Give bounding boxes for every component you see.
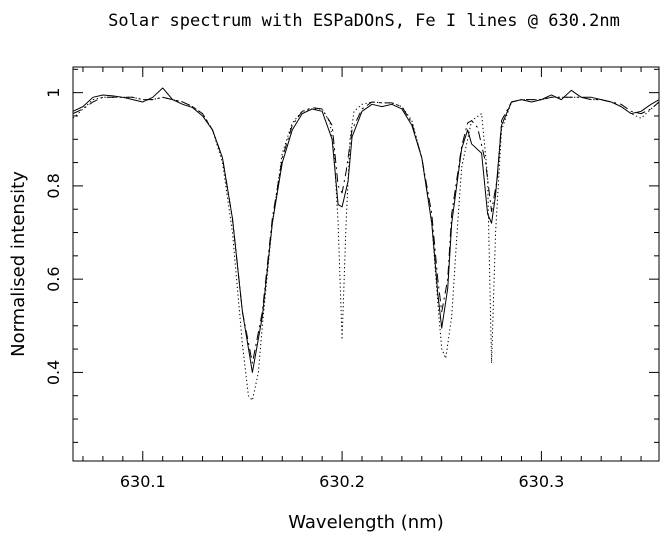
series-line-dashed: [72, 96, 660, 364]
series-layer: [72, 87, 660, 401]
x-tick-label: 630.3: [518, 472, 564, 491]
plot-area: [72, 66, 660, 462]
x-tick-label: 630.1: [120, 472, 166, 491]
y-axis-label: Normalised intensity: [8, 171, 29, 357]
axis-ticks: 630.1 630.2 630.3 0.4 0.6 0.8 1: [44, 67, 659, 491]
series-line-solid: [72, 87, 660, 373]
y-tick-label: 0.8: [44, 173, 63, 198]
x-axis-label: Wavelength (nm): [288, 512, 444, 533]
plot-frame: [72, 66, 660, 462]
y-tick-label: 0.6: [44, 266, 63, 291]
y-tick-label: 0.4: [44, 360, 63, 385]
series-line-dotted: [72, 96, 660, 401]
y-tick-label: 1: [44, 88, 63, 98]
x-tick-label: 630.2: [319, 472, 365, 491]
chart-title: Solar spectrum with ESPaDOnS, Fe I lines…: [108, 11, 620, 31]
